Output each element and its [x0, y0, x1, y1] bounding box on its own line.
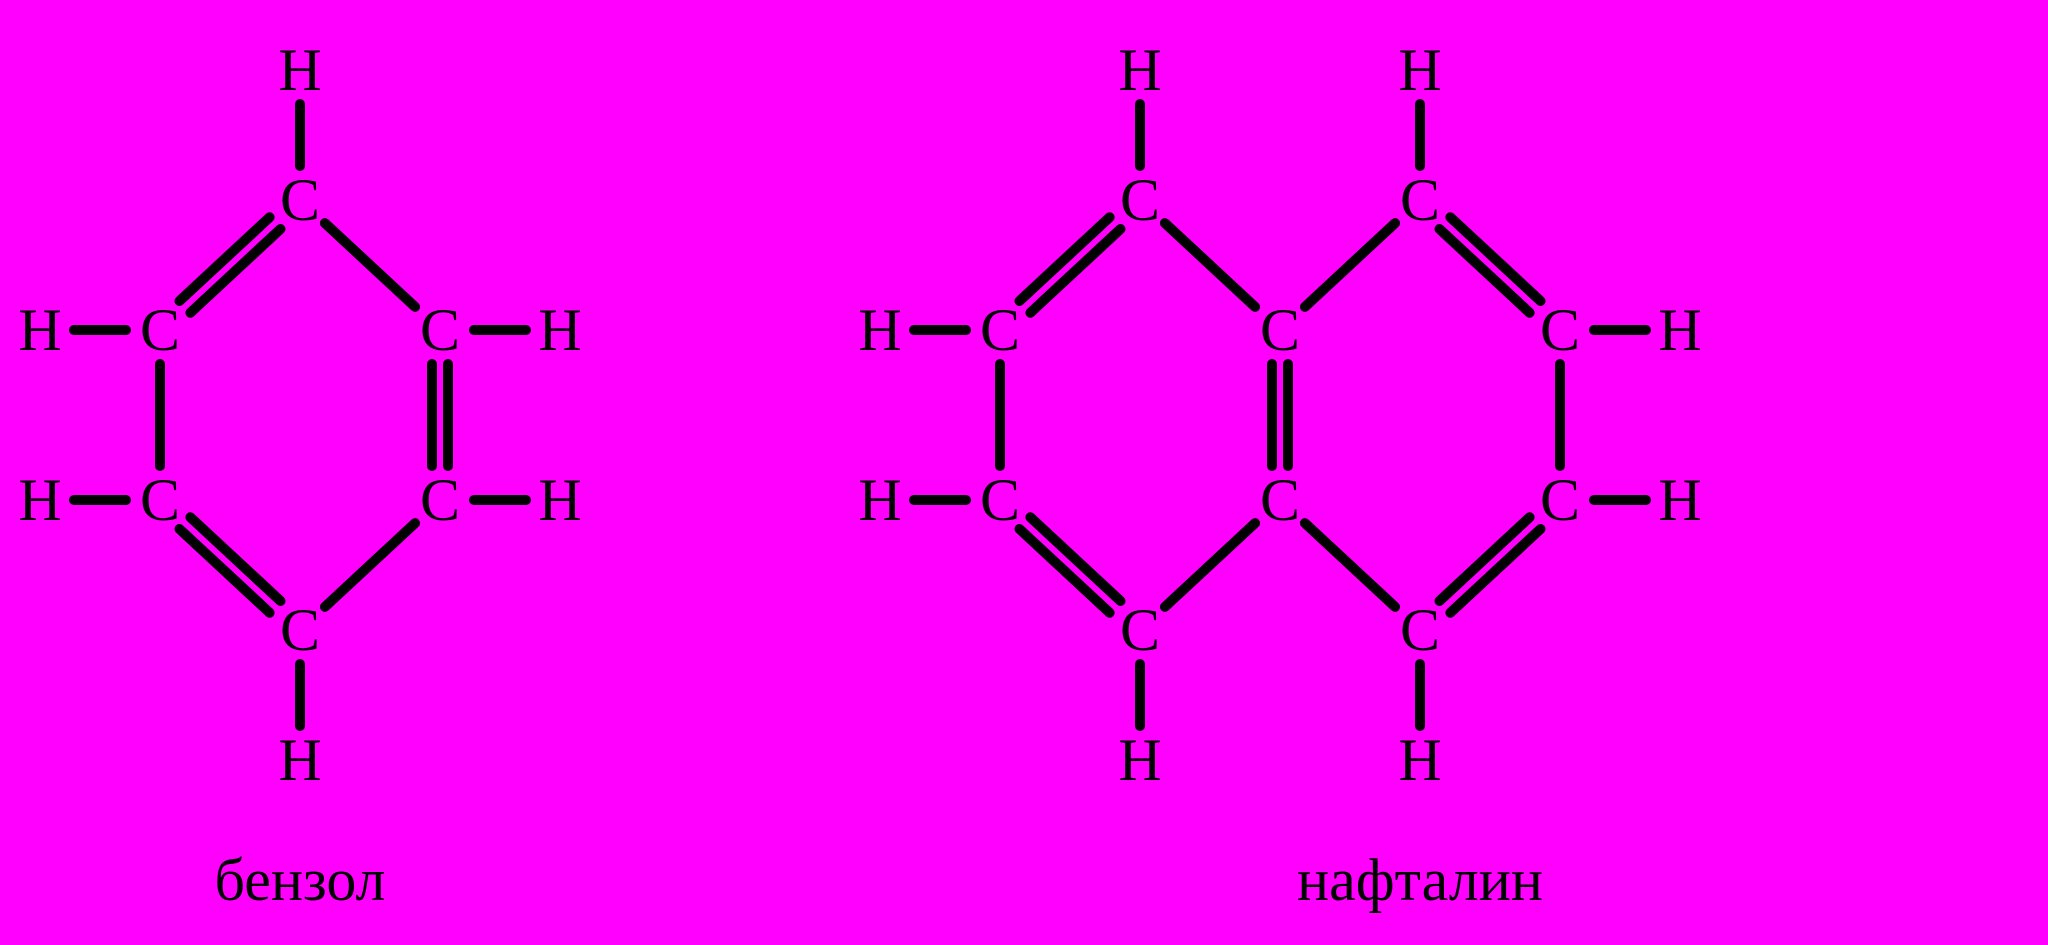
atom-H: H — [1118, 727, 1161, 793]
single-bond — [1305, 223, 1395, 307]
atom-C: C — [1120, 167, 1160, 233]
atom-H: H — [538, 467, 581, 533]
atom-H: H — [538, 297, 581, 363]
atom-C: C — [420, 297, 460, 363]
atom-H: H — [278, 37, 321, 103]
atom-H: H — [18, 467, 61, 533]
double-bond — [1450, 217, 1540, 301]
atom-H: H — [858, 467, 901, 533]
atom-C: C — [1260, 297, 1300, 363]
atom-H: H — [1658, 297, 1701, 363]
atom-H: H — [1118, 37, 1161, 103]
chemistry-diagram: CCCCCCHHHHHHбензолCCCCCCCCCCHHHHHHHHнафт… — [0, 0, 2048, 940]
double-bond — [1019, 529, 1109, 613]
atom-C: C — [980, 467, 1020, 533]
atom-H: H — [1398, 727, 1441, 793]
double-bond — [1439, 517, 1529, 601]
single-bond — [325, 523, 415, 607]
atom-C: C — [1540, 297, 1580, 363]
double-bond — [1439, 229, 1529, 313]
atom-C: C — [1120, 597, 1160, 663]
atom-C: C — [140, 297, 180, 363]
atom-C: C — [280, 167, 320, 233]
atom-C: C — [1260, 467, 1300, 533]
atom-H: H — [1398, 37, 1441, 103]
atom-H: H — [858, 297, 901, 363]
molecule-caption: бензол — [215, 847, 386, 913]
single-bond — [325, 223, 415, 307]
single-bond — [1165, 523, 1255, 607]
double-bond — [190, 517, 280, 601]
atom-C: C — [280, 597, 320, 663]
atom-C: C — [140, 467, 180, 533]
double-bond — [1450, 529, 1540, 613]
atom-C: C — [980, 297, 1020, 363]
atom-C: C — [1400, 597, 1440, 663]
atom-C: C — [1540, 467, 1580, 533]
double-bond — [190, 229, 280, 313]
double-bond — [179, 529, 269, 613]
atom-C: C — [1400, 167, 1440, 233]
atom-H: H — [278, 727, 321, 793]
molecule-caption: нафталин — [1297, 847, 1543, 913]
double-bond — [1030, 229, 1120, 313]
double-bond — [1030, 517, 1120, 601]
atom-C: C — [420, 467, 460, 533]
naphthalene-structure: CCCCCCCCCCHHHHHHHHнафталин — [858, 37, 1701, 913]
benzene-structure: CCCCCCHHHHHHбензол — [18, 37, 581, 913]
single-bond — [1305, 523, 1395, 607]
double-bond — [179, 217, 269, 301]
atom-H: H — [1658, 467, 1701, 533]
double-bond — [1019, 217, 1109, 301]
single-bond — [1165, 223, 1255, 307]
atom-H: H — [18, 297, 61, 363]
